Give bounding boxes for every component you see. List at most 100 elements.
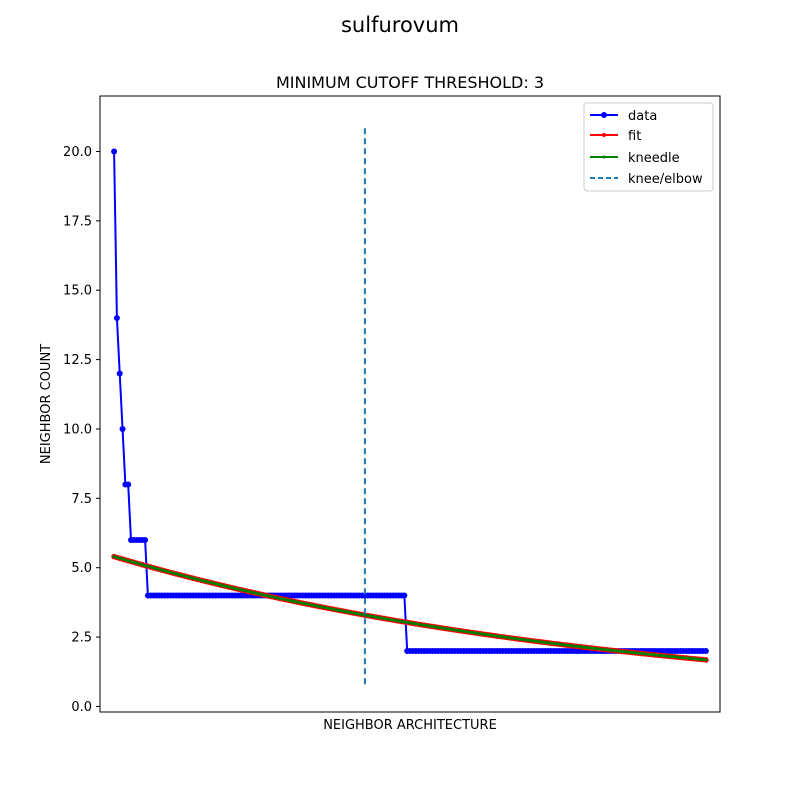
kneedle-point bbox=[523, 638, 528, 642]
kneedle-point bbox=[230, 586, 235, 590]
kneedle-point bbox=[684, 656, 688, 660]
kneedle-point bbox=[484, 632, 488, 637]
kneedle-point bbox=[492, 634, 497, 638]
kneedle-point bbox=[160, 568, 164, 572]
kneedle-point bbox=[166, 570, 170, 574]
kneedle-point bbox=[614, 649, 618, 653]
legend-kneedle-label: kneedle bbox=[628, 151, 680, 166]
kneedle-point bbox=[326, 606, 330, 610]
kneedle-point bbox=[374, 615, 378, 619]
kneedle-point bbox=[698, 657, 702, 661]
kneedle-point bbox=[549, 641, 553, 645]
kneedle-point bbox=[602, 647, 607, 652]
kneedle-point bbox=[470, 630, 474, 635]
kneedle-point bbox=[270, 595, 274, 599]
kneedle-series-line bbox=[113, 555, 707, 661]
kneedle-point bbox=[628, 650, 632, 654]
kneedle-point bbox=[213, 582, 218, 586]
kneedle-point bbox=[704, 658, 708, 662]
kneedle-point bbox=[202, 579, 206, 583]
legend-data-label: data bbox=[628, 109, 657, 124]
kneedle-point bbox=[205, 580, 209, 584]
kneedle-point bbox=[414, 622, 418, 626]
kneedle-point bbox=[611, 648, 615, 653]
kneedle-point bbox=[442, 626, 446, 630]
kneedle-point bbox=[363, 613, 367, 617]
kneedle-point bbox=[292, 599, 297, 604]
kneedle-point bbox=[304, 602, 308, 606]
kneedle-point bbox=[405, 620, 409, 625]
y-axis: 0.0 2.5 5.0 7.5 10.0 12.5 15.0 17.5 20.0 bbox=[63, 145, 100, 715]
kneedle-point bbox=[436, 625, 440, 629]
y-tick-label: 15.0 bbox=[63, 284, 92, 299]
kneedle-point bbox=[171, 571, 175, 575]
kneedle-point bbox=[557, 642, 561, 646]
kneedle-point bbox=[391, 618, 395, 622]
kneedle-point bbox=[577, 644, 581, 649]
kneedle-point bbox=[552, 641, 556, 646]
kneedle-point bbox=[380, 616, 384, 620]
kneedle-point bbox=[120, 557, 125, 561]
kneedle-point bbox=[673, 655, 677, 659]
kneedle-point bbox=[566, 643, 570, 647]
kneedle-point bbox=[430, 624, 435, 629]
kneedle-point bbox=[580, 645, 584, 649]
kneedle-point bbox=[633, 651, 638, 655]
kneedle-point bbox=[132, 560, 136, 564]
kneedle-point bbox=[645, 652, 649, 656]
kneedle-point bbox=[135, 561, 139, 565]
kneedle-point bbox=[318, 605, 322, 609]
kneedle-point bbox=[383, 616, 387, 621]
legend-fit-label: fit bbox=[628, 129, 641, 144]
kneedle-point bbox=[228, 585, 232, 589]
kneedle-point bbox=[177, 572, 181, 577]
kneedle-point bbox=[521, 637, 525, 642]
kneedle-point bbox=[182, 574, 187, 578]
kneedle-point bbox=[619, 649, 623, 653]
kneedle-point bbox=[394, 618, 398, 623]
kneedle-point bbox=[250, 590, 254, 594]
kneedle-point bbox=[244, 589, 249, 593]
kneedle-point bbox=[447, 627, 452, 631]
kneedle-point bbox=[453, 628, 457, 632]
kneedle-point bbox=[461, 629, 466, 633]
legend: data fit kneedle knee/elbow bbox=[583, 102, 714, 192]
kneedle-point bbox=[605, 648, 609, 652]
kneedle-point bbox=[337, 608, 342, 613]
kneedle-point bbox=[625, 650, 629, 654]
kneedle-point bbox=[360, 612, 364, 617]
data-point bbox=[401, 592, 408, 599]
kneedle-point bbox=[126, 559, 130, 563]
kneedle-point bbox=[650, 653, 654, 657]
kneedle-point bbox=[208, 580, 212, 585]
kneedle-point bbox=[585, 645, 590, 650]
kneedle-point bbox=[529, 639, 533, 643]
y-tick-label: 10.0 bbox=[63, 422, 92, 437]
legend-box bbox=[583, 102, 714, 192]
kneedle-point bbox=[146, 564, 150, 568]
y-tick-label: 5.0 bbox=[71, 561, 92, 576]
kneedle-point bbox=[168, 570, 173, 574]
kneedle-point bbox=[163, 569, 167, 573]
kneedle-point bbox=[185, 575, 189, 579]
kneedle-point bbox=[690, 656, 694, 661]
kneedle-point bbox=[129, 559, 133, 564]
kneedle-point bbox=[273, 595, 277, 599]
kneedle-point bbox=[199, 578, 204, 582]
kneedle-point bbox=[261, 593, 266, 597]
kneedle-point bbox=[222, 584, 226, 588]
plot-area: 0.0 2.5 5.0 7.5 10.0 12.5 15.0 17.5 20.0 bbox=[63, 95, 721, 715]
kneedle-point bbox=[647, 652, 652, 656]
kneedle-point bbox=[540, 640, 545, 644]
y-tick-label: 20.0 bbox=[63, 145, 92, 160]
figure-suptitle: sulfurovum bbox=[341, 13, 459, 37]
kneedle-point bbox=[569, 643, 573, 648]
kneedle-point bbox=[653, 653, 657, 657]
kneedle-point bbox=[267, 594, 271, 598]
kneedle-point bbox=[535, 639, 539, 643]
kneedle-point bbox=[428, 624, 432, 628]
kneedle-point bbox=[515, 637, 519, 641]
kneedle-point bbox=[329, 607, 333, 611]
kneedle-point bbox=[216, 582, 220, 587]
kneedle-point bbox=[352, 611, 356, 615]
